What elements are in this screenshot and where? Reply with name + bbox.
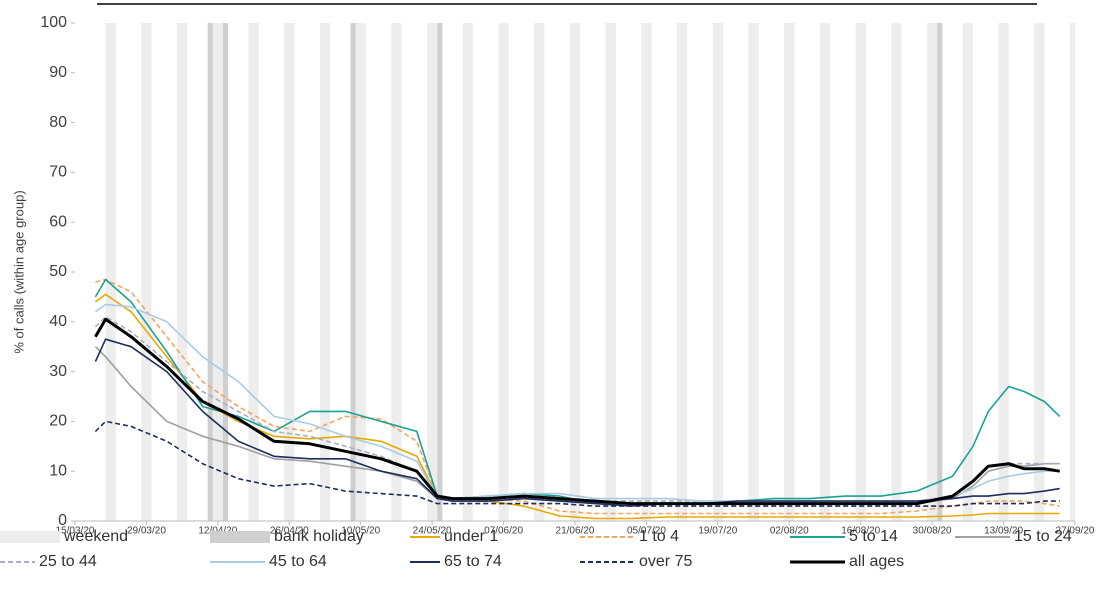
- y-tick-label: 80: [49, 114, 67, 131]
- x-tick-label: 13/09/20: [984, 526, 1023, 537]
- x-tick-label: 15/03/20: [56, 526, 95, 537]
- legend-label: 15 to 24: [1014, 528, 1072, 545]
- weekend-band: [391, 23, 402, 521]
- legend-label: 65 to 74: [444, 553, 502, 570]
- bank-holiday-band: [937, 23, 943, 521]
- x-tick-label: 05/07/20: [627, 526, 666, 537]
- x-tick-label: 27/09/20: [1056, 526, 1095, 537]
- x-tick-label: 07/06/20: [484, 526, 523, 537]
- x-tick-label: 30/08/20: [913, 526, 952, 537]
- legend-label: all ages: [849, 553, 904, 570]
- weekend-band: [641, 23, 652, 521]
- legend-label: 25 to 44: [39, 553, 97, 570]
- weekend-band: [891, 23, 902, 521]
- weekend-band: [998, 23, 1009, 521]
- weekend-band: [177, 23, 188, 521]
- legend-label: 1 to 4: [639, 528, 679, 545]
- weekend-band: [427, 23, 438, 521]
- y-tick-label: 60: [49, 213, 67, 230]
- bank-holiday-band: [350, 23, 356, 521]
- x-tick-label: 16/08/20: [841, 526, 880, 537]
- y-axis-label: % of calls (within age group): [11, 190, 26, 353]
- weekend-band: [784, 23, 795, 521]
- weekend-band: [462, 23, 473, 521]
- y-tick-label: 40: [49, 313, 67, 330]
- legend-label: weekend: [63, 528, 128, 545]
- y-tick-label: 0: [58, 512, 67, 529]
- legend-label: 45 to 64: [269, 553, 327, 570]
- legend-label: over 75: [639, 553, 692, 570]
- weekend-band: [141, 23, 152, 521]
- weekend-band: [748, 23, 759, 521]
- x-tick-label: 29/03/20: [127, 526, 166, 537]
- weekend-band: [677, 23, 688, 521]
- y-tick-label: 50: [49, 263, 67, 280]
- weekend-band: [927, 23, 938, 521]
- weekend-band: [605, 23, 616, 521]
- bank-holiday-band: [207, 23, 213, 521]
- x-tick-label: 24/05/20: [413, 526, 452, 537]
- y-tick-label: 10: [49, 462, 67, 479]
- y-tick-label: 30: [49, 363, 67, 380]
- y-tick-label: 100: [40, 14, 67, 31]
- weekend-band: [498, 23, 509, 521]
- weekend-band: [105, 23, 116, 521]
- x-tick-label: 26/04/20: [270, 526, 309, 537]
- weekend-band: [284, 23, 295, 521]
- series-line: [94, 338, 1060, 507]
- legend-swatch: [0, 531, 60, 543]
- weekend-band: [355, 23, 366, 521]
- legend-label: 5 to 14: [849, 528, 898, 545]
- y-tick-label: 90: [49, 64, 67, 81]
- series-line: [94, 317, 1060, 506]
- bands: [105, 23, 1075, 521]
- y-tick-label: 20: [49, 413, 67, 430]
- series-line: [94, 303, 1060, 502]
- weekend-band: [1069, 23, 1075, 521]
- weekend-band: [819, 23, 831, 521]
- x-tick-label: 02/08/20: [770, 526, 809, 537]
- x-tick-label: 10/05/20: [341, 526, 380, 537]
- legend-swatch: [210, 531, 270, 543]
- legend-label: bank holiday: [274, 528, 364, 545]
- bank-holiday-band: [222, 23, 229, 521]
- weekend-band: [212, 23, 223, 521]
- x-tick-label: 19/07/20: [698, 526, 737, 537]
- weekend-band: [248, 23, 259, 521]
- weekend-band: [1034, 23, 1045, 521]
- weekend-band: [569, 23, 581, 521]
- weekend-band: [962, 23, 973, 521]
- y-tick-label: 70: [49, 164, 67, 181]
- weekend-band: [534, 23, 545, 521]
- series-line: [94, 420, 1060, 507]
- legend-label: under 1: [444, 528, 498, 545]
- bank-holiday-band: [437, 23, 443, 521]
- weekend-band: [855, 23, 866, 521]
- weekend-band: [712, 23, 723, 521]
- weekend-band: [319, 23, 331, 521]
- x-tick-label: 21/06/20: [556, 526, 595, 537]
